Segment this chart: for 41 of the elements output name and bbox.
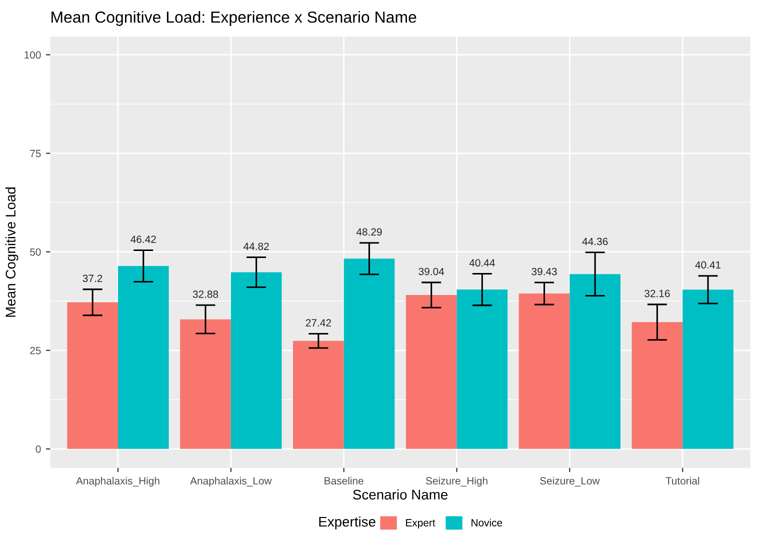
bar	[180, 319, 231, 449]
bar	[456, 290, 508, 449]
bar	[293, 340, 344, 449]
x-tick-label: Tutorial	[666, 476, 700, 485]
data-label: 40.41	[695, 261, 721, 269]
x-axis-title: Scenario Name	[353, 489, 448, 500]
data-label: 39.43	[532, 268, 557, 276]
x-tick-label: Anaphalaxis_High	[76, 476, 160, 487]
x-tick-label: Anaphalaxis_Low	[190, 476, 272, 487]
bar	[230, 272, 282, 449]
bar	[67, 302, 118, 449]
data-label: 44.82	[244, 242, 269, 250]
x-tick-label: Seizure_High	[426, 476, 488, 487]
data-label: 32.88	[192, 290, 218, 298]
data-label: 27.42	[306, 319, 331, 326]
legend-title: Expertise	[319, 516, 376, 530]
x-tick-label: Seizure_Low	[540, 476, 600, 486]
data-label: 39.04	[418, 268, 444, 276]
data-label: 37.2	[82, 274, 102, 282]
bar	[118, 266, 169, 449]
bar	[632, 322, 683, 449]
bar	[406, 295, 457, 449]
y-axis-title: Mean Cognitive Load	[5, 188, 18, 317]
data-label: 40.44	[469, 259, 495, 267]
y-tick-label: 100	[24, 51, 41, 59]
bar	[682, 290, 734, 449]
y-tick-label: 50	[30, 248, 41, 256]
bar	[570, 274, 620, 449]
bar	[518, 294, 570, 449]
x-tick-label: Baseline	[324, 476, 364, 485]
y-tick-label: 25	[30, 346, 41, 354]
legend-label: Novice	[472, 518, 502, 526]
data-label: 44.36	[582, 238, 608, 246]
data-label: 46.42	[130, 236, 156, 243]
y-tick-label: 75	[30, 150, 41, 158]
bar	[344, 258, 395, 449]
data-label: 48.29	[356, 228, 382, 236]
chart-title: Mean Cognitive Load: Experience x Scenario Name	[52, 11, 416, 26]
y-tick-label: 0	[36, 445, 41, 453]
legend-label: Expert	[406, 519, 436, 529]
data-label: 32.16	[644, 290, 670, 298]
